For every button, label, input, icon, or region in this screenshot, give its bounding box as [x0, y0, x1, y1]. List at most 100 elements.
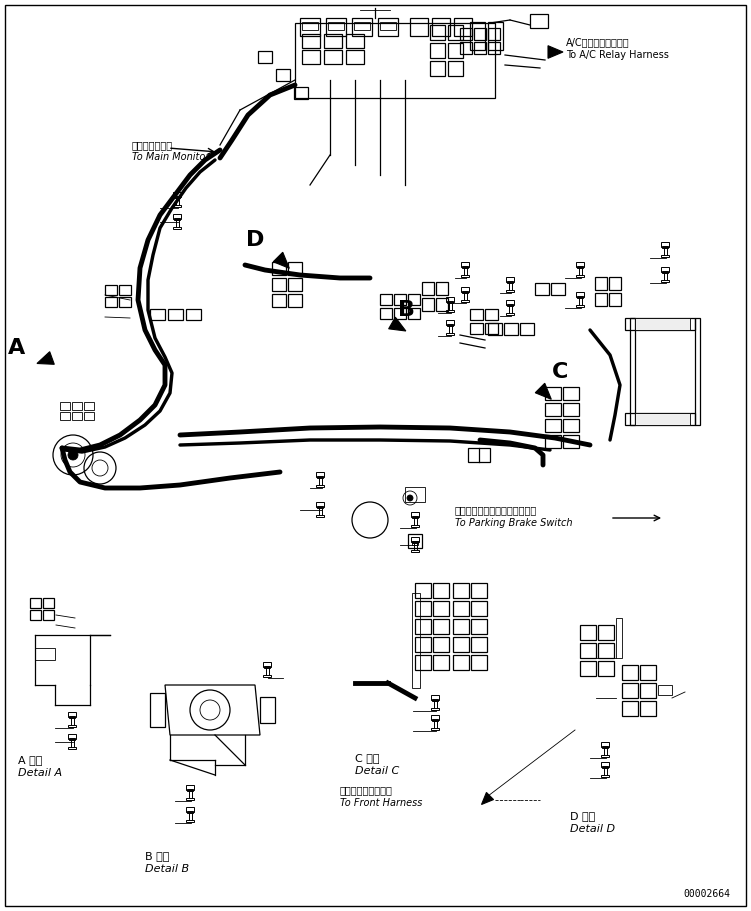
- Bar: [563, 435, 579, 448]
- Bar: [346, 34, 364, 48]
- Bar: [35, 648, 55, 660]
- Bar: [453, 619, 469, 634]
- Bar: [470, 309, 483, 320]
- Bar: [488, 28, 500, 40]
- Bar: [601, 775, 609, 777]
- Bar: [316, 502, 324, 507]
- Bar: [630, 318, 635, 425]
- Bar: [263, 675, 271, 677]
- Bar: [68, 725, 76, 727]
- Bar: [448, 43, 463, 58]
- Bar: [661, 267, 669, 272]
- Bar: [408, 534, 422, 548]
- Bar: [506, 277, 514, 282]
- Text: To Front Harness: To Front Harness: [340, 798, 422, 808]
- Bar: [68, 734, 76, 739]
- Bar: [186, 820, 194, 822]
- Bar: [72, 402, 82, 410]
- Text: C: C: [552, 362, 569, 382]
- Bar: [173, 205, 181, 207]
- Bar: [471, 637, 487, 652]
- Bar: [69, 738, 75, 740]
- Bar: [471, 655, 487, 670]
- Polygon shape: [273, 252, 289, 269]
- Bar: [433, 583, 449, 598]
- Text: C 詳細: C 詳細: [355, 753, 379, 763]
- Bar: [328, 22, 344, 30]
- Bar: [431, 695, 439, 700]
- Bar: [302, 34, 320, 48]
- Bar: [488, 42, 500, 54]
- Bar: [563, 419, 579, 432]
- Bar: [471, 619, 487, 634]
- Bar: [622, 683, 638, 698]
- Bar: [288, 278, 302, 291]
- Bar: [448, 25, 463, 40]
- Bar: [354, 22, 370, 30]
- Bar: [168, 309, 183, 320]
- Bar: [411, 512, 419, 517]
- Bar: [288, 262, 302, 275]
- Bar: [602, 746, 608, 748]
- Circle shape: [68, 450, 78, 460]
- Bar: [453, 655, 469, 670]
- Text: A: A: [8, 338, 26, 358]
- Text: Detail A: Detail A: [18, 768, 62, 778]
- Bar: [545, 387, 561, 400]
- Bar: [105, 285, 117, 295]
- Bar: [422, 298, 434, 311]
- Bar: [535, 283, 549, 295]
- Polygon shape: [548, 46, 563, 58]
- Bar: [446, 333, 454, 335]
- Bar: [461, 287, 469, 292]
- Bar: [622, 665, 638, 680]
- Bar: [119, 285, 131, 295]
- Bar: [462, 291, 468, 293]
- Bar: [431, 715, 439, 720]
- Bar: [602, 766, 608, 768]
- Bar: [174, 196, 180, 198]
- Bar: [598, 661, 614, 676]
- Bar: [30, 598, 41, 608]
- Bar: [640, 665, 656, 680]
- Bar: [485, 309, 498, 320]
- Bar: [415, 583, 431, 598]
- Bar: [625, 413, 695, 425]
- Bar: [272, 262, 286, 275]
- Bar: [186, 785, 194, 790]
- Bar: [576, 292, 584, 297]
- Bar: [317, 476, 323, 478]
- Bar: [453, 583, 469, 598]
- Bar: [474, 28, 486, 40]
- Bar: [295, 23, 495, 98]
- Bar: [316, 485, 324, 487]
- Bar: [405, 487, 425, 502]
- Bar: [446, 297, 454, 302]
- Bar: [302, 22, 318, 30]
- Bar: [635, 318, 690, 330]
- Bar: [601, 755, 609, 757]
- Bar: [598, 643, 614, 658]
- Polygon shape: [388, 317, 406, 331]
- Bar: [580, 661, 596, 676]
- Bar: [433, 619, 449, 634]
- Bar: [462, 266, 468, 268]
- Bar: [506, 290, 514, 292]
- Polygon shape: [481, 793, 493, 804]
- Bar: [173, 192, 181, 197]
- Bar: [504, 323, 518, 335]
- Bar: [447, 301, 453, 303]
- Bar: [302, 50, 320, 64]
- Bar: [545, 435, 561, 448]
- Bar: [448, 61, 463, 76]
- Bar: [294, 87, 308, 99]
- Bar: [436, 298, 448, 311]
- Bar: [601, 762, 609, 767]
- Bar: [470, 323, 483, 334]
- Bar: [545, 419, 561, 432]
- Bar: [662, 246, 668, 248]
- Polygon shape: [535, 384, 551, 399]
- Bar: [433, 601, 449, 616]
- Bar: [119, 297, 131, 307]
- Bar: [563, 403, 579, 416]
